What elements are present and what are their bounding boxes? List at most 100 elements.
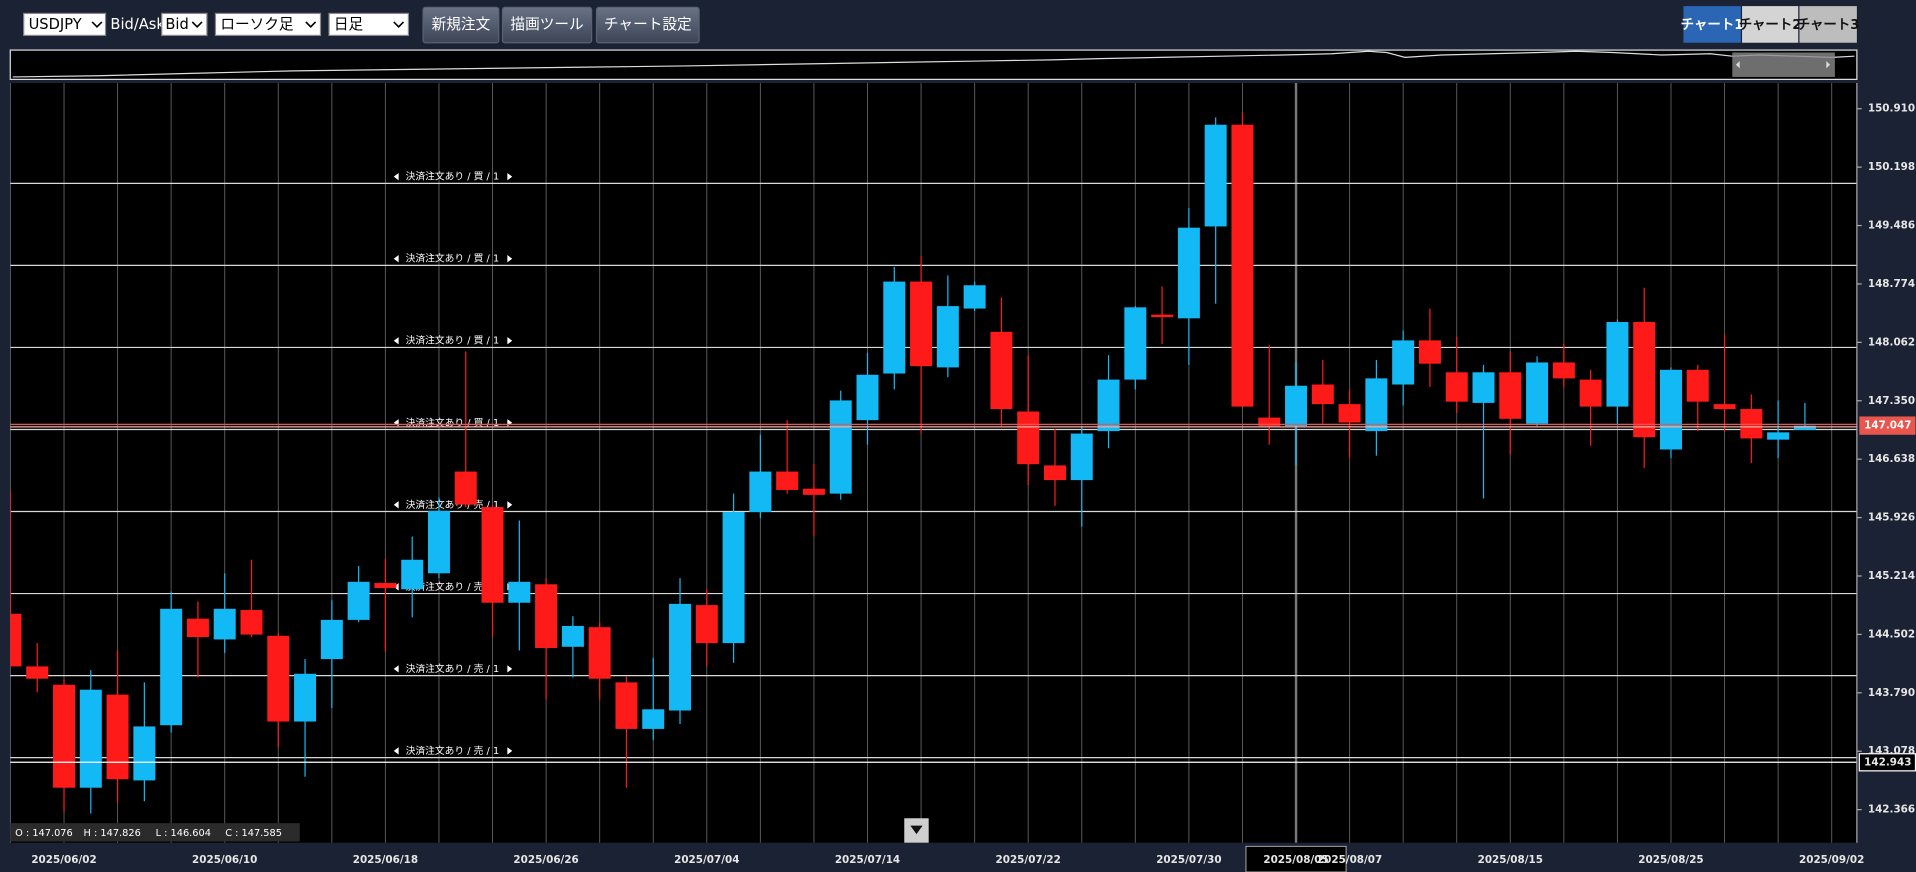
x-tick-label: 2025/06/10 — [192, 854, 257, 866]
candle-body — [1740, 409, 1763, 439]
candle-body — [695, 605, 718, 644]
current-price-badge — [1859, 416, 1916, 435]
candle-body — [320, 619, 343, 660]
y-tick-label: 144.502 — [1868, 628, 1915, 640]
candle-body — [133, 726, 156, 781]
info-box — [10, 823, 300, 842]
x-tick-label: 2025/08/25 — [1638, 854, 1703, 866]
candle-body — [454, 471, 477, 505]
candle-body — [1097, 379, 1120, 432]
candle-body — [1526, 362, 1549, 424]
candle-body — [1392, 340, 1415, 385]
y-tick-label: 142.366 — [1868, 804, 1915, 816]
candle-body — [910, 281, 933, 367]
bidask-select[interactable] — [161, 12, 208, 37]
chart-settings-button[interactable] — [595, 6, 700, 44]
bidask-label: Bid/Ask — [110, 16, 165, 33]
navigator-line — [12, 50, 1855, 78]
candle-body — [883, 281, 906, 374]
navigator — [9, 49, 1858, 80]
candle-body — [990, 331, 1013, 410]
info-open: O : 147.076 — [15, 828, 73, 839]
candle-body — [1633, 322, 1656, 438]
candle-body — [963, 285, 986, 309]
candle-body — [615, 682, 638, 729]
y-tick-label: 148.774 — [1868, 278, 1915, 290]
candle-body — [160, 608, 183, 726]
candle-body — [669, 603, 692, 711]
candle-body — [802, 488, 825, 495]
candle-body — [1472, 372, 1495, 403]
x-tick-label: 2025/07/04 — [674, 854, 739, 866]
candle-body — [1017, 411, 1040, 465]
y-tick-label: 145.214 — [1868, 570, 1915, 582]
tab-label: チャート3 — [1797, 17, 1860, 33]
toolbar: USDJPY Bid/Ask Bid ローソク足 日足 新規注文 描画ツール チ… — [23, 6, 1860, 44]
candle-body — [829, 400, 852, 494]
navigator-slider[interactable] — [1732, 52, 1835, 77]
x-label-highlight — [1245, 845, 1347, 872]
button-label: 描画ツール — [510, 16, 583, 33]
info-close: C : 147.585 — [225, 828, 282, 839]
order-label: 決済注文あり / 売 / 1 — [406, 580, 500, 593]
order-label: 決済注文あり / 買 / 1 — [406, 416, 500, 429]
x-tick-label: 2025/09/02 — [1799, 854, 1864, 866]
candle-body — [1231, 124, 1254, 407]
candle-body — [374, 583, 397, 588]
candle-body — [1177, 227, 1200, 319]
candle-body — [1579, 379, 1602, 407]
candle-body — [294, 673, 317, 722]
plot-area — [10, 83, 1857, 843]
period-select[interactable] — [328, 12, 410, 37]
stop-price-badge — [1858, 753, 1916, 772]
chart-tab-active[interactable] — [1683, 6, 1741, 43]
candle-body — [722, 512, 745, 644]
order-label: 決済注文あり / 買 / 1 — [406, 252, 500, 265]
new-order-button[interactable] — [422, 6, 500, 44]
chart-style-text: ローソク足 — [220, 16, 294, 33]
candle-body — [186, 618, 209, 638]
candle-body — [1686, 369, 1709, 402]
info-low: L : 146.604 — [156, 828, 211, 839]
bidask-text: Bid — [165, 16, 188, 33]
x-tick-label: 2025/08/05 — [1263, 854, 1328, 866]
candle-body — [1552, 362, 1575, 379]
candle-body — [10, 613, 22, 667]
candle-body — [1793, 425, 1816, 430]
candle-body — [1043, 465, 1066, 481]
x-tick-label: 2025/06/26 — [513, 854, 578, 866]
candle-body — [1445, 372, 1468, 402]
draw-tool-button[interactable] — [501, 6, 593, 44]
price-lines: 147.047 142.943 — [10, 416, 1916, 772]
button-label: チャート設定 — [604, 16, 692, 33]
candle-body — [749, 471, 772, 513]
candle-body — [1338, 404, 1361, 423]
candle-body — [1767, 432, 1790, 440]
dropdown-arrow — [305, 21, 317, 28]
candle-body — [106, 694, 129, 780]
candle-body — [401, 559, 424, 590]
y-tick-label: 143.078 — [1868, 745, 1915, 757]
chart-tab[interactable] — [1799, 6, 1857, 43]
y-tick-label: 149.486 — [1868, 220, 1915, 232]
y-tick-label: 143.790 — [1868, 687, 1915, 699]
chart-tab[interactable] — [1742, 6, 1799, 43]
candle-body — [213, 608, 236, 640]
collapse-icon — [910, 825, 923, 835]
chart-style-select[interactable] — [214, 12, 322, 37]
candle-body — [1204, 124, 1227, 227]
x-tick-label: 2025/08/15 — [1478, 854, 1543, 866]
axes: 2025/06/02 2025/06/10 2025/06/18 2025/06/26… — [31, 83, 1915, 872]
dropdown-arrow — [191, 21, 203, 28]
order-label: 決済注文あり / 買 / 1 — [406, 334, 500, 347]
x-tick-label: 2025/06/02 — [31, 854, 96, 866]
candle-body — [1311, 384, 1334, 405]
candle-body — [535, 584, 558, 649]
info-high: H : 147.826 — [84, 828, 141, 839]
candle-body — [1659, 369, 1682, 450]
candle-body — [1070, 433, 1093, 481]
candle-body — [1124, 307, 1147, 380]
candle-body — [776, 471, 799, 490]
candle-body — [1418, 340, 1441, 364]
symbol-select[interactable] — [23, 12, 107, 37]
